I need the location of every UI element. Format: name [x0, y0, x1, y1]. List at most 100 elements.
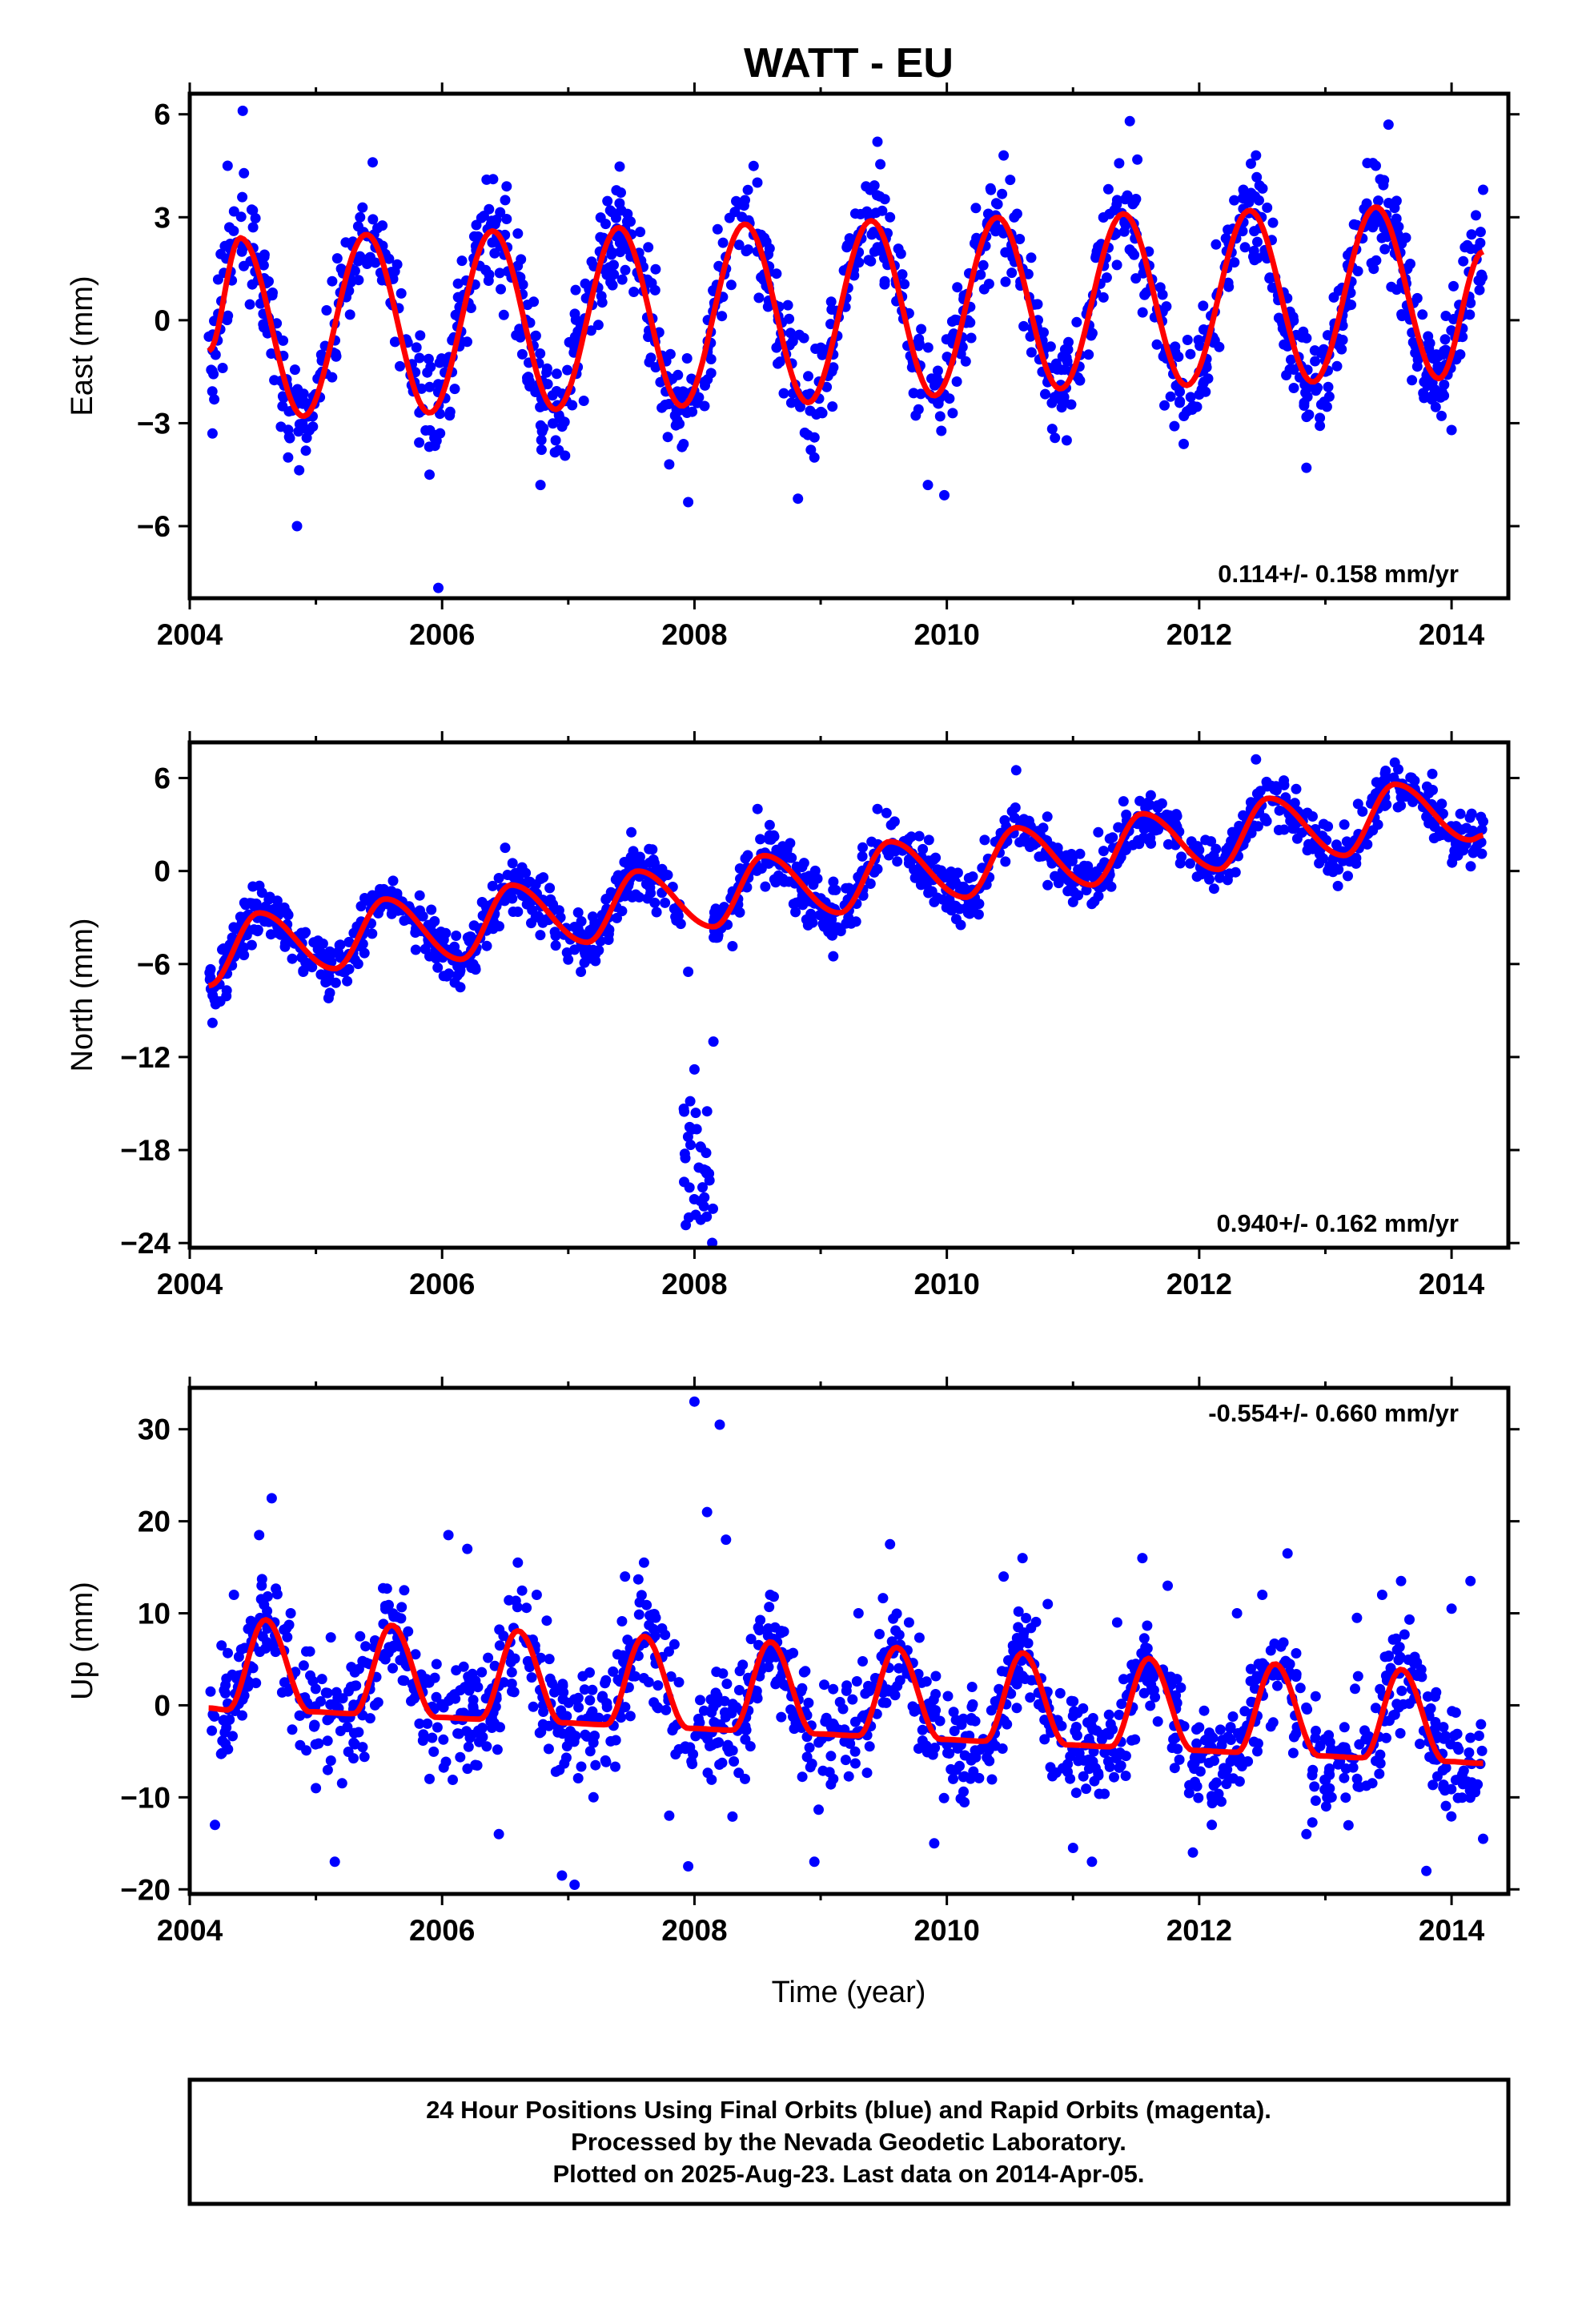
up-cloud-point: [1083, 1733, 1094, 1744]
up-cloud-point: [1191, 1738, 1203, 1749]
up-cloud-point: [1398, 1699, 1409, 1710]
north-cloud-point: [1162, 838, 1174, 850]
chart-title: WATT - EU: [744, 40, 954, 86]
north-cloud-point: [684, 1121, 695, 1132]
east-data-point: [1301, 462, 1312, 473]
up-cloud-point: [1215, 1724, 1226, 1735]
east-cloud-point: [514, 324, 525, 335]
up-cloud-point: [1385, 1663, 1396, 1674]
up-y-tick-label: 0: [154, 1689, 171, 1722]
up-cloud-point: [349, 1680, 360, 1691]
up-cloud-point: [605, 1735, 616, 1747]
east-cloud-point: [748, 160, 759, 171]
north-cloud-point: [279, 941, 291, 952]
up-cloud-point: [262, 1591, 273, 1602]
north-cloud-point: [1351, 858, 1362, 869]
up-cloud-point: [737, 1659, 749, 1671]
north-cloud-point: [1093, 891, 1104, 902]
north-cloud-point: [1186, 836, 1197, 847]
up-cloud-point: [325, 1755, 336, 1766]
north-cloud-point: [1331, 839, 1342, 850]
up-cloud-point: [942, 1691, 954, 1702]
north-data-point: [247, 881, 259, 892]
up-cloud-point: [720, 1711, 731, 1723]
north-cloud-point: [857, 842, 868, 853]
north-rate-label: 0.940+/- 0.162 mm/yr: [1217, 1209, 1459, 1237]
up-cloud-point: [1352, 1671, 1363, 1682]
east-cloud-point: [1026, 252, 1037, 263]
north-cloud-point: [487, 880, 498, 891]
east-cloud-point: [865, 255, 877, 267]
east-cloud-point: [606, 207, 617, 218]
north-cloud-point: [507, 858, 518, 869]
east-cloud-point: [547, 390, 558, 401]
up-cloud-point: [1375, 1749, 1386, 1760]
east-cloud-point: [1419, 376, 1430, 388]
east-cloud-point: [827, 401, 838, 412]
up-cloud-point: [984, 1755, 995, 1767]
north-cloud-point: [843, 917, 853, 928]
east-cloud-point: [1046, 397, 1058, 408]
east-cloud-point: [1310, 356, 1321, 367]
east-cloud-point: [1185, 348, 1196, 360]
up-cloud-point: [322, 1687, 333, 1699]
up-cloud-point: [1142, 1675, 1153, 1687]
east-cloud-point: [1257, 183, 1268, 194]
east-cloud-point: [330, 348, 341, 360]
up-cloud-point: [1391, 1633, 1402, 1644]
up-cloud-point: [337, 1693, 348, 1704]
up-cloud-point: [600, 1678, 611, 1689]
east-cloud-point: [1066, 399, 1077, 410]
north-cloud-point: [300, 927, 311, 938]
east-data-point: [283, 452, 294, 463]
up-cloud-point: [974, 1772, 985, 1783]
up-cloud-point: [584, 1695, 596, 1706]
east-cloud-point: [1411, 292, 1423, 304]
up-cloud-point: [722, 1739, 733, 1751]
east-cloud-point: [622, 216, 633, 227]
north-cloud-point: [1133, 834, 1143, 846]
east-cloud-point: [826, 304, 837, 315]
up-cloud-point: [1021, 1613, 1032, 1623]
east-cloud-point: [922, 342, 934, 353]
east-cloud-point: [569, 308, 580, 320]
up-cloud-point: [580, 1729, 591, 1740]
east-cloud-point: [1198, 300, 1209, 312]
east-cloud-point: [1178, 438, 1189, 449]
east-data-point: [960, 356, 971, 367]
east-cloud-point: [1323, 381, 1334, 392]
up-cloud-point: [1145, 1700, 1156, 1711]
east-cloud-point: [753, 292, 765, 304]
up-data-point: [254, 1530, 265, 1541]
east-cloud-point: [997, 188, 1008, 199]
up-cloud-point: [590, 1759, 601, 1771]
north-cloud-point: [1185, 858, 1195, 869]
east-cloud-point: [432, 379, 444, 390]
up-cloud-point: [837, 1703, 849, 1715]
north-cloud-point: [684, 1182, 695, 1193]
footer-line-3: Plotted on 2025-Aug-23. Last data on 201…: [552, 2160, 1144, 2188]
east-cloud-point: [1455, 349, 1466, 360]
up-x-tick-label: 2006: [409, 1914, 475, 1947]
up-cloud-point: [507, 1686, 517, 1697]
east-cloud-point: [809, 432, 820, 443]
east-cloud-point: [966, 332, 977, 344]
up-cloud-point: [1219, 1763, 1230, 1774]
up-data-point: [1086, 1856, 1098, 1868]
north-cloud-point: [1145, 790, 1156, 801]
east-data-point: [699, 400, 710, 412]
up-cloud-point: [1223, 1731, 1234, 1743]
east-cloud-point: [224, 222, 235, 233]
east-data-point: [1427, 390, 1438, 401]
north-x-tick-label: 2010: [913, 1268, 979, 1301]
up-cloud-point: [673, 1677, 685, 1688]
north-cloud-point: [946, 879, 957, 890]
up-cloud-point: [305, 1670, 315, 1681]
up-cloud-point: [207, 1725, 218, 1736]
up-cloud-point: [569, 1694, 580, 1705]
east-cloud-point: [861, 181, 872, 192]
up-cloud-point: [397, 1675, 408, 1686]
up-data-point: [1421, 1865, 1432, 1876]
up-cloud-point: [948, 1707, 959, 1718]
up-cloud-point: [464, 1685, 475, 1696]
